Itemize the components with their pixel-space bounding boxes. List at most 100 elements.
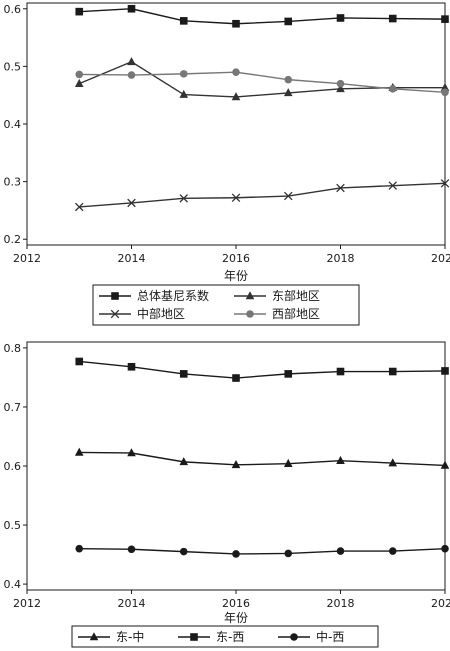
- legend-label-2: 中-西: [316, 629, 344, 644]
- data-point-1-1: [127, 363, 136, 371]
- series-line-2: [79, 547, 446, 555]
- data-point-1-2: [179, 370, 188, 378]
- legend-label-2: 中部地区: [137, 306, 185, 321]
- data-point-0-0: [75, 7, 84, 16]
- y-tick-label: 0.4: [4, 118, 22, 131]
- data-point-0-5: [336, 455, 345, 464]
- x-tick-label: 2018: [327, 252, 355, 265]
- data-point-3-2: [179, 70, 188, 78]
- data-point-2-0: [75, 544, 84, 553]
- legend-swatch-marker-0: [111, 292, 119, 300]
- x-tick-label: 2012: [13, 597, 41, 610]
- data-point-3-1: [127, 71, 136, 79]
- data-point-2-1: [127, 545, 136, 554]
- series-line-0: [79, 8, 446, 25]
- data-point-2-7: [440, 179, 450, 188]
- legend-label-0: 总体基尼系数: [137, 288, 209, 303]
- y-tick-label: 0.5: [4, 519, 22, 532]
- data-point-2-7: [441, 544, 449, 553]
- data-point-2-5: [336, 183, 345, 193]
- series-line-3: [79, 71, 446, 94]
- data-point-0-7: [441, 15, 449, 23]
- chart-panel-gini: 0.2 0.3 0.4 0.5 0.6 2012 2014 2016 2018 2020 年份总体基…: [4, 2, 450, 326]
- data-point-0-1: [127, 448, 136, 457]
- series-line-2: [79, 182, 446, 208]
- data-point-0-2: [179, 457, 189, 466]
- data-point-2-2: [179, 547, 188, 556]
- legend-swatch-marker-2: [110, 309, 120, 319]
- data-point-0-5: [336, 14, 345, 22]
- x-axis-label: 年份: [224, 611, 248, 625]
- series-line-1: [78, 60, 445, 98]
- legend-swatch-marker-1: [190, 633, 198, 641]
- y-tick-label: 0.6: [4, 3, 22, 16]
- x-tick-label: 2014: [118, 597, 146, 610]
- data-point-0-4: [283, 458, 293, 467]
- legend-label-0: 东-中: [116, 629, 144, 644]
- data-point-2-3: [232, 550, 240, 558]
- legend-label-1: 东部地区: [272, 288, 320, 303]
- legend-swatch-marker-1: [245, 291, 255, 300]
- plot-frame: [26, 2, 446, 246]
- data-point-1-5: [336, 367, 345, 376]
- data-point-0-3: [232, 19, 240, 28]
- legend-label-3: 西部地区: [272, 306, 320, 321]
- y-tick-label: 0.3: [4, 176, 22, 189]
- data-point-1-1: [127, 56, 136, 66]
- series-line-0: [79, 451, 446, 467]
- legend-box: [71, 625, 379, 648]
- data-point-2-4: [284, 549, 293, 558]
- data-point-1-4: [283, 88, 293, 97]
- x-axis-label: 年份: [224, 269, 248, 283]
- data-point-3-0: [75, 70, 84, 79]
- data-point-0-6: [388, 14, 397, 23]
- data-point-2-3: [231, 193, 241, 203]
- data-point-3-7: [441, 88, 449, 97]
- data-point-0-7: [440, 460, 450, 469]
- data-point-0-4: [284, 17, 293, 26]
- x-tick-label: 2016: [222, 252, 250, 265]
- data-point-2-4: [283, 191, 293, 201]
- x-tick-label: 2016: [222, 597, 250, 610]
- data-point-0-1: [127, 4, 136, 13]
- x-tick-label: 2020: [431, 597, 450, 610]
- data-point-3-6: [388, 85, 397, 93]
- y-tick-label: 0.6: [4, 460, 22, 473]
- data-point-2-0: [74, 202, 84, 212]
- chart-panel-between-region: 0.4 0.5 0.6 0.7 0.8 2012 2014 2016 2018 2020 年份东-中…: [4, 341, 450, 648]
- x-tick-label: 2020: [431, 252, 450, 265]
- data-point-2-6: [388, 181, 398, 190]
- legend-box: [92, 284, 360, 326]
- data-point-1-3: [231, 92, 241, 101]
- y-tick-label: 0.5: [4, 60, 22, 73]
- data-point-2-6: [388, 547, 397, 555]
- x-tick-label: 2012: [13, 252, 41, 265]
- data-point-3-4: [284, 75, 293, 84]
- legend-label-1: 东-西: [216, 630, 244, 644]
- y-tick-label: 0.4: [4, 578, 22, 591]
- data-point-3-3: [232, 68, 240, 76]
- data-point-1-3: [232, 374, 240, 382]
- data-point-1-0: [74, 78, 84, 87]
- y-tick-label: 0.8: [4, 342, 22, 355]
- data-point-1-7: [440, 82, 450, 91]
- data-point-2-5: [336, 547, 345, 555]
- y-tick-label: 0.2: [4, 233, 22, 246]
- data-point-0-3: [231, 460, 241, 469]
- y-tick-label: 0.7: [4, 401, 22, 414]
- data-point-0-2: [179, 17, 188, 25]
- data-point-1-2: [179, 89, 189, 98]
- data-point-0-6: [388, 458, 398, 467]
- data-point-1-6: [388, 367, 397, 376]
- legend-swatch-marker-3: [246, 310, 254, 318]
- data-point-1-0: [75, 357, 84, 366]
- legend-swatch-marker-0: [89, 632, 99, 641]
- data-point-3-5: [336, 79, 345, 88]
- x-tick-label: 2018: [327, 597, 355, 610]
- series-line-1: [79, 360, 446, 379]
- data-point-1-4: [284, 370, 293, 378]
- x-tick-label: 2014: [118, 252, 146, 265]
- legend-swatch-marker-2: [290, 633, 298, 641]
- data-point-1-5: [336, 84, 345, 93]
